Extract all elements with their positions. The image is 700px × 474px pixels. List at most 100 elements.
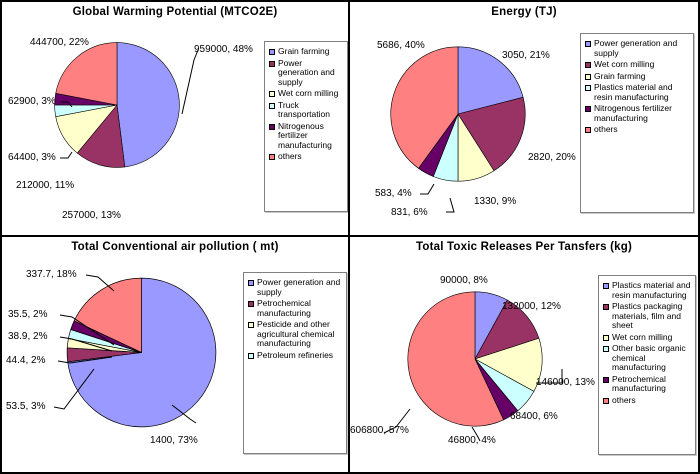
data-label-3-4: 35.5, 2% [8, 309, 48, 320]
data-label-1-3: 64400, 3% [8, 152, 56, 163]
legend-chart-1[interactable]: Grain farming Power generation and supply… [264, 41, 348, 212]
legend-item-label: others [612, 394, 636, 405]
pie-slice[interactable] [116, 42, 180, 168]
legend-swatch-icon [603, 346, 609, 352]
data-label-4-2: 146000, 13% [536, 377, 595, 388]
legend-item-label: Petrochemical manufacturing [612, 373, 666, 393]
data-label-1-1: 257000, 13% [62, 210, 121, 221]
legend-swatch-icon [585, 85, 591, 91]
legend-item[interactable]: Wet corn milling [585, 59, 690, 70]
data-label-4-3: 68400, 6% [510, 411, 558, 422]
legend-item-label: Wet corn milling [278, 88, 339, 98]
data-label-4-4: 46800, 4% [448, 435, 496, 446]
legend-swatch-icon [248, 280, 254, 286]
legend-item[interactable]: Nitrogenous fertilizer manufacturing [585, 103, 690, 123]
legend-item[interactable]: Pesticide and other agricultural chemica… [248, 319, 343, 349]
data-label-3-0: 1400, 73% [150, 435, 198, 446]
legend-item-label: Plastics packaging materials, film and s… [612, 301, 683, 330]
legend-item-label: Wet corn milling [612, 331, 673, 342]
page-title-chart-3: Total Conventional air pollution ( mt) [71, 241, 279, 253]
pie-chart-4 [405, 289, 545, 429]
legend-swatch-icon [248, 322, 254, 328]
pie-chart-2 [388, 44, 528, 184]
legend-item[interactable]: others [269, 151, 344, 162]
pie-slice[interactable] [474, 337, 543, 392]
legend-item-label: Power generation and supply [594, 38, 678, 58]
legend-swatch-icon [248, 352, 254, 359]
legend-item-label: Petroleum refineries [257, 349, 334, 360]
legend-item-label: Nitrogenous fertilizer manufacturing [594, 103, 672, 123]
legend-swatch-icon [585, 41, 591, 47]
legend-item-label: Plastics material and resin manufacturin… [612, 280, 691, 300]
legend-item-label: others [278, 151, 302, 161]
legend-chart-3[interactable]: Power generation and supply Petrochemical… [243, 272, 347, 454]
data-label-2-1: 2820, 20% [528, 152, 576, 163]
legend-item-label: Pesticide and other agricultural chemica… [257, 319, 335, 348]
legend-chart-4[interactable]: Plastics material and resin manufacturin… [598, 275, 696, 455]
chart-panel-energy: Energy (TJ) 5686, 40% 3050, 21% 2820, 20… [350, 2, 698, 237]
legend-item-label: Other basic organic chemical manufacturi… [612, 343, 686, 372]
data-label-4-0: 90000, 8% [440, 275, 488, 286]
data-label-4-5: 606800, 57% [350, 425, 409, 436]
legend-item-label: Truck transportation [278, 99, 330, 119]
legend-chart-2[interactable]: Power generation and supply Wet corn mill… [580, 33, 694, 213]
data-label-3-1: 53.5, 3% [6, 401, 46, 412]
chart-panel-conventional-air-pollution: Total Conventional air pollution ( mt) 3… [2, 237, 350, 472]
chart-panel-toxic-releases: Total Toxic Releases Per Tansfers (kg) 9… [350, 237, 698, 472]
legend-item-label: Grain farming [278, 46, 330, 56]
legend-item[interactable]: Power generation and supply [269, 57, 344, 88]
legend-swatch-icon [603, 334, 609, 341]
legend-item[interactable]: Nitrogenous fertilizer manufacturing [269, 120, 344, 151]
data-label-2-2: 1330, 9% [474, 196, 517, 207]
legend-swatch-icon [269, 123, 275, 130]
chart-panel-global-warming-potential: Global Warming Potential (MTCO2E) 959000… [2, 2, 350, 237]
pie-svg-3 [66, 277, 217, 428]
legend-item-label: Petrochemical manufacturing [257, 298, 311, 318]
leader-lines-chart-1 [60, 49, 199, 159]
pie-slice[interactable] [457, 96, 526, 172]
legend-item[interactable]: Power generation and supply [248, 277, 343, 297]
legend-swatch-icon [585, 127, 591, 133]
legend-item[interactable]: Petroleum refineries [248, 349, 343, 361]
pie-svg-4 [407, 291, 543, 427]
legend-swatch-icon [585, 73, 591, 80]
data-label-3-5: 337.7, 18% [26, 269, 77, 280]
legend-item[interactable]: Wet corn milling [269, 88, 344, 99]
legend-item[interactable]: Power generation and supply [585, 38, 690, 58]
legend-item[interactable]: Plastics material and resin manufacturin… [603, 280, 692, 300]
legend-item[interactable]: others [585, 124, 690, 135]
data-label-1-0: 959000, 48% [194, 44, 253, 55]
legend-swatch-icon [269, 91, 275, 97]
legend-item-label: Nitrogenous fertilizer manufacturing [278, 120, 332, 150]
pie-slice[interactable] [73, 277, 142, 354]
data-label-1-5: 444700, 22% [30, 37, 89, 48]
data-label-3-2: 44.4, 2% [6, 355, 46, 366]
page-title-chart-1: Global Warming Potential (MTCO2E) [72, 6, 278, 18]
data-label-1-2: 212000, 11% [16, 180, 75, 191]
legend-swatch-icon [269, 154, 275, 160]
legend-item[interactable]: Other basic organic chemical manufacturi… [603, 343, 692, 373]
legend-item[interactable]: Truck transportation [269, 99, 344, 120]
data-label-1-4: 62900, 3% [8, 96, 56, 107]
pie-chart-3 [64, 275, 219, 430]
pie-svg-2 [390, 46, 526, 182]
legend-item[interactable]: Petrochemical manufacturing [603, 373, 692, 394]
legend-item[interactable]: others [603, 394, 692, 406]
legend-item[interactable]: Plastics material and resin manufacturin… [585, 82, 690, 102]
pie-slice[interactable] [55, 42, 118, 106]
legend-item[interactable]: Grain farming [269, 46, 344, 57]
legend-item[interactable]: Grain farming [585, 71, 690, 82]
pie-slice[interactable] [407, 291, 505, 427]
pie-slice[interactable] [390, 46, 459, 169]
legend-swatch-icon [603, 283, 609, 289]
legend-item[interactable]: Petrochemical manufacturing [248, 298, 343, 318]
pie-slice[interactable] [457, 46, 524, 115]
legend-item[interactable]: Wet corn milling [603, 331, 692, 343]
data-label-2-4: 583, 4% [375, 188, 412, 199]
legend-item-label: Power generation and supply [278, 57, 335, 87]
legend-swatch-icon [603, 304, 609, 310]
data-label-4-1: 132000, 12% [502, 301, 561, 312]
legend-item[interactable]: Plastics packaging materials, film and s… [603, 301, 692, 331]
